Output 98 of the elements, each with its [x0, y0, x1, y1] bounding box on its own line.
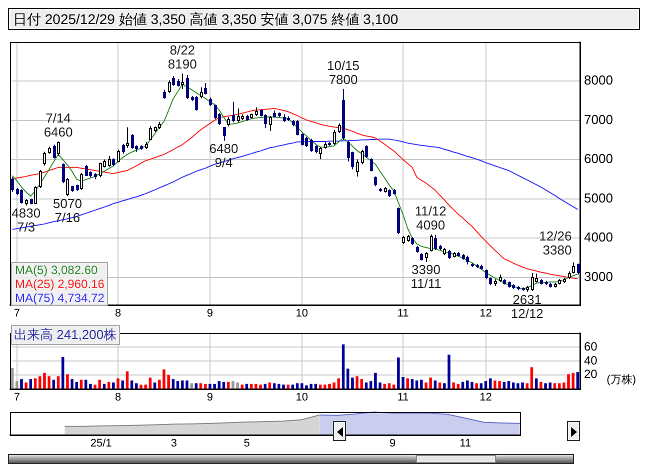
candlestick — [149, 126, 152, 140]
text: MA(75) 4,734.72 — [15, 291, 104, 305]
candlestick — [66, 178, 69, 197]
bar — [194, 383, 198, 389]
x-tick-label: 10 — [296, 391, 308, 404]
candlestick — [43, 151, 46, 166]
candlestick — [34, 186, 37, 204]
x-tick-label: 7 — [14, 307, 20, 320]
candlestick — [319, 146, 322, 160]
annotation: 3390 11/11 — [410, 262, 442, 292]
candlestick — [39, 170, 42, 188]
candlestick — [57, 141, 60, 156]
candlestick — [117, 149, 120, 163]
x-tick-label: 8 — [114, 307, 122, 320]
x-tick-label: 9 — [206, 307, 214, 320]
bar — [286, 384, 290, 389]
annotation: 8/22 8190 — [168, 42, 197, 72]
x-tick-label: 8 — [114, 391, 122, 404]
bar — [480, 383, 483, 389]
annotation: 12/26 3380 — [539, 228, 572, 258]
x-tick-label: 9 — [389, 437, 396, 450]
candlestick — [168, 80, 171, 94]
bar — [94, 384, 96, 389]
candlestick — [425, 252, 428, 263]
bar — [121, 380, 124, 389]
x-tick-label: 12 — [480, 391, 492, 404]
x-tick-label: 3 — [170, 437, 177, 450]
bar — [272, 383, 276, 389]
bar — [420, 380, 423, 389]
candlestick — [126, 126, 129, 148]
y-axis-title: (万株) — [606, 373, 636, 387]
candlestick — [572, 262, 575, 274]
annotation: 10/15 7800 — [326, 58, 360, 87]
bar — [553, 383, 556, 389]
candlestick — [531, 272, 534, 292]
x-tick-label: 9 — [206, 391, 214, 404]
y-tick-label: 20 — [584, 367, 598, 382]
candlestick — [108, 156, 111, 168]
bar — [540, 382, 542, 389]
bar — [475, 383, 478, 389]
x-tick-label: 10 — [296, 307, 308, 320]
y-tick-label: 3000 — [584, 268, 613, 284]
x-tick-label: 7 — [14, 391, 20, 404]
x-tick-label: 11 — [397, 391, 409, 404]
y-tick-label: 7000 — [584, 112, 613, 127]
y-tick-label: 6000 — [584, 151, 613, 166]
x-tick-label: 5 — [244, 437, 250, 450]
y-tick-label: 4000 — [584, 230, 613, 245]
bar — [351, 378, 354, 389]
y-tick-label: 60 — [584, 339, 598, 354]
bar — [20, 379, 23, 389]
bar — [16, 381, 18, 389]
bar — [526, 383, 529, 389]
bar — [66, 374, 69, 389]
candlestick — [338, 122, 341, 134]
bar — [452, 382, 455, 389]
bar — [264, 384, 266, 389]
y-tick-label: 40 — [584, 353, 598, 368]
candlestick — [99, 162, 102, 178]
chart-title: 日付 2025/12/29 始値 3,350 高値 3,350 安値 3,075 終値 3,100 — [8, 8, 640, 30]
x-tick-label: 11 — [397, 307, 409, 320]
candlestick — [269, 116, 272, 132]
bar — [346, 368, 350, 389]
bar — [576, 372, 580, 389]
x-tick-label: 25/1 — [90, 437, 112, 450]
x-tick-label: 11 — [460, 437, 472, 450]
bar — [70, 379, 74, 389]
bar — [24, 382, 28, 389]
bar — [135, 383, 138, 389]
candlestick — [333, 130, 336, 146]
bar — [356, 376, 358, 389]
bar — [190, 383, 193, 389]
annotation: 11/12 4090 — [414, 204, 446, 233]
candlestick — [361, 149, 364, 165]
candlestick — [430, 234, 433, 252]
candlestick — [237, 108, 240, 123]
y-tick-label: 5000 — [584, 190, 613, 206]
bar — [296, 383, 299, 389]
y-tick-label: 8000 — [584, 72, 613, 88]
annotation: 7/14 6460 — [44, 110, 73, 140]
bar — [388, 383, 391, 389]
candlestick — [80, 172, 83, 190]
bar — [89, 384, 92, 389]
text: MA(25) 2,960.16 — [15, 277, 104, 291]
x-tick-label: 12 — [480, 307, 492, 320]
candlestick — [227, 116, 230, 127]
bar — [116, 378, 120, 389]
chart-title: 出来高 241,200株 — [11, 325, 120, 345]
candlestick — [356, 159, 359, 177]
bar — [199, 383, 202, 389]
bar — [406, 378, 409, 389]
candlestick — [181, 73, 184, 90]
annotation: 2631 12/12 — [510, 292, 544, 321]
bar — [558, 383, 561, 389]
bar — [112, 382, 115, 389]
candlestick — [200, 86, 203, 99]
text: MA(5) 3,082.60 — [15, 263, 99, 277]
bar — [342, 344, 345, 389]
